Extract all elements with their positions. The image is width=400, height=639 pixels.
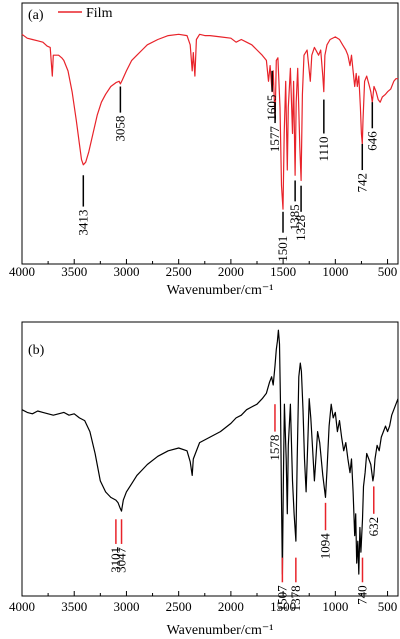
x-tick-label: 2000	[218, 264, 244, 279]
peak-label: 646	[364, 131, 379, 151]
x-axis-label: Wavenumber/cm⁻¹	[167, 623, 274, 638]
x-tick-label: 4000	[9, 264, 35, 279]
plot-frame	[21, 321, 399, 597]
peak-label: 3058	[112, 116, 127, 142]
peak-label: 3047	[114, 546, 129, 573]
peak-label: 1605	[264, 95, 279, 121]
peak-label: 3101	[108, 547, 123, 573]
x-tick-label: 1000	[322, 599, 348, 614]
peak-label: 1501	[275, 236, 290, 262]
series-line	[21, 329, 399, 575]
x-tick-label: 1500	[270, 599, 296, 614]
peak-label: 740	[355, 585, 370, 605]
plot-frame	[21, 2, 399, 265]
peak-label: 1094	[318, 533, 333, 560]
peak-label: 1577	[267, 126, 282, 153]
peak-label: 1507	[274, 585, 289, 612]
peak-label: 1385	[287, 204, 302, 230]
series-line	[21, 33, 398, 210]
x-tick-label: 3000	[113, 264, 139, 279]
x-tick-label: 1000	[322, 264, 348, 279]
x-tick-label: 3500	[61, 264, 87, 279]
x-tick-label: 500	[378, 599, 398, 614]
x-tick-label: 2500	[166, 264, 192, 279]
x-tick-label: 1500	[270, 264, 296, 279]
panel-label: (a)	[28, 8, 44, 23]
peak-label: 632	[366, 517, 381, 537]
peak-label: 1328	[293, 215, 308, 241]
x-axis-label: Wavenumber/cm⁻¹	[167, 283, 274, 298]
peak-label: 1110	[316, 136, 331, 161]
peak-label: 1578	[267, 435, 282, 461]
peak-label: 3413	[75, 210, 90, 236]
legend-label: Film	[86, 6, 113, 21]
x-tick-label: 3000	[113, 599, 139, 614]
x-tick-label: 500	[378, 264, 398, 279]
x-tick-label: 2500	[166, 599, 192, 614]
panel-label: (b)	[28, 343, 45, 358]
x-tick-label: 4000	[9, 599, 35, 614]
panel-a: 4000 3500 3000 2500 2000 1500 1000 500 Wavenumbe…	[9, 2, 399, 298]
x-tick-label: 2000	[218, 599, 244, 614]
peak-label: 742	[354, 173, 369, 193]
panel-b: 4000 3500 3000 2500 2000 1500 1000 500 Wavenumbe…	[9, 321, 399, 638]
x-tick-label: 3500	[61, 599, 87, 614]
peak-label: 1378	[288, 585, 303, 611]
